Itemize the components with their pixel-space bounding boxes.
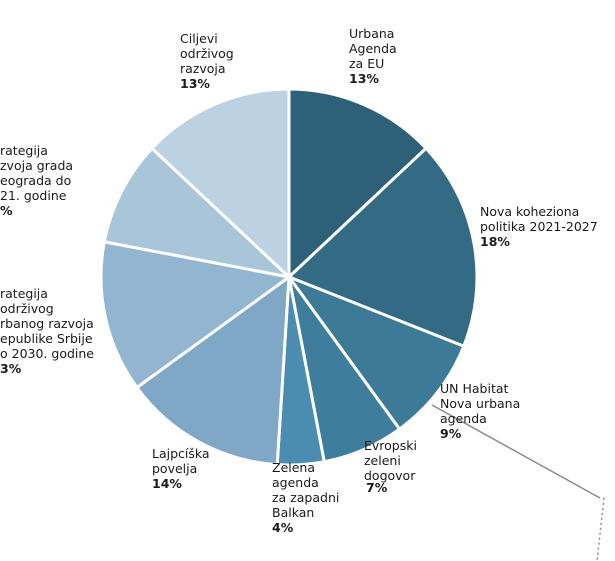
pie-slice-1 — [286, 146, 479, 349]
label-zelena-agenda: Zelena agenda za zapadni Balkan 4% — [272, 460, 340, 535]
pie-slice-2 — [284, 273, 466, 432]
label-evropski-zeleni: Evropski zeleni dogovor — [364, 438, 417, 483]
label-evropski-zeleni-pct: 7% — [366, 480, 388, 495]
pie-slice-6 — [99, 240, 293, 390]
pie-slice-5 — [134, 273, 291, 467]
pie-slice-0 — [287, 87, 429, 281]
connector-dotted-line — [596, 497, 605, 561]
label-strategija-beograda: rategija zvoja grada eograda do 21. godi… — [0, 143, 74, 218]
pie-slice-8 — [149, 87, 291, 281]
label-strategija-srbije: rategija održivog rbanog razvoja epublik… — [0, 286, 94, 376]
label-urbana-agenda: Urbana Agenda za EU 13% — [349, 26, 397, 86]
pie-slice-7 — [102, 146, 294, 280]
label-nova-koheziona: Nova koheziona politika 2021-2027 18% — [480, 204, 598, 249]
label-un-habitat: UN Habitat Nova urbana agenda 9% — [440, 381, 521, 441]
connector-line — [431, 404, 601, 499]
label-ciljevi: Ciljevi održivog razvoja 13% — [180, 31, 234, 91]
label-lajpciska: Lajpcíška povelja 14% — [152, 446, 210, 491]
